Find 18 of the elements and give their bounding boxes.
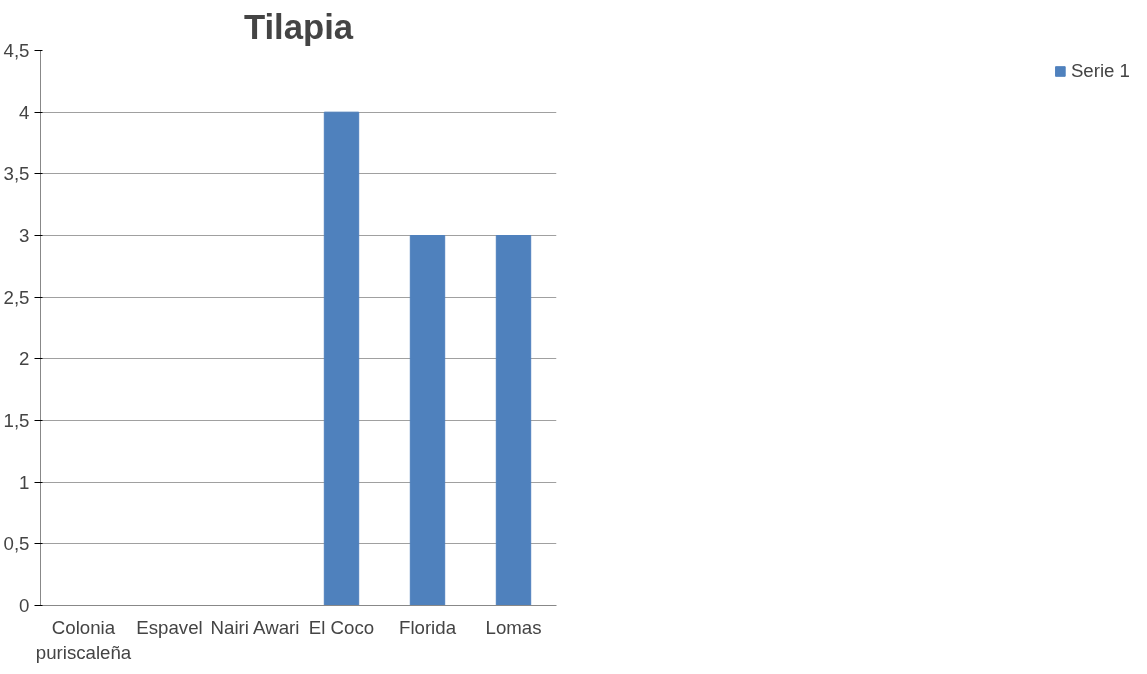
y-tick-label: 1 bbox=[19, 471, 30, 493]
x-tick-label: Espavel bbox=[136, 616, 203, 638]
x-tick-label: Florida bbox=[398, 616, 457, 638]
y-tick-label: 2,5 bbox=[3, 286, 30, 308]
y-tick-label: 3,5 bbox=[3, 163, 30, 185]
x-tick-label: Lomas bbox=[485, 616, 542, 638]
y-tick-label: 4,5 bbox=[3, 40, 30, 61]
chart-title: Tilapia bbox=[243, 7, 354, 46]
y-tick-label: 0 bbox=[19, 595, 30, 616]
y-tick-label: 4 bbox=[19, 101, 30, 123]
y-tick-label: 3 bbox=[19, 225, 30, 246]
y-tick-label: 1,5 bbox=[3, 410, 30, 431]
y-tick-label: 0,5 bbox=[3, 533, 30, 555]
x-tick-label: Colonia puriscaleña bbox=[35, 616, 132, 663]
y-tick-label: 2 bbox=[19, 348, 30, 370]
legend-label: Serie 1 bbox=[1070, 60, 1130, 82]
x-tick-label: Nairi Awari bbox=[210, 616, 300, 638]
x-tick-label: El Coco bbox=[308, 616, 375, 638]
